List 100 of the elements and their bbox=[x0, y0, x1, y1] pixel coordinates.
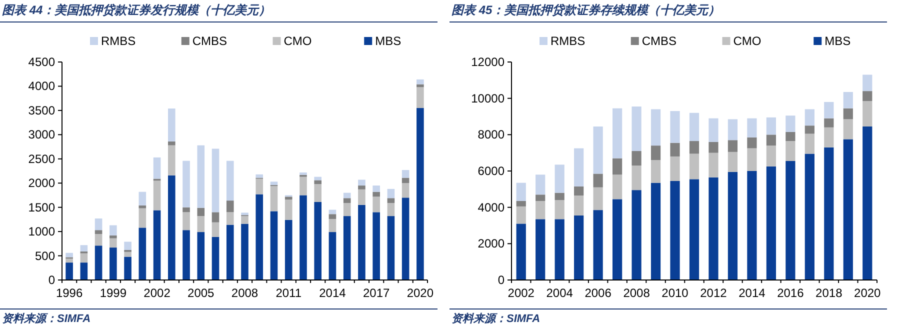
bar bbox=[66, 258, 73, 263]
bar bbox=[138, 228, 146, 280]
bar bbox=[516, 200, 526, 206]
bar bbox=[766, 117, 776, 135]
bar bbox=[689, 112, 700, 142]
bar bbox=[314, 180, 322, 184]
bar bbox=[728, 140, 738, 152]
bar bbox=[270, 186, 278, 212]
bar bbox=[804, 154, 814, 280]
bar bbox=[632, 166, 642, 190]
legend-label: CMBS bbox=[642, 34, 677, 48]
bar bbox=[300, 176, 307, 196]
bar bbox=[402, 178, 410, 184]
x-tick-label: 2008 bbox=[623, 286, 650, 300]
bar bbox=[138, 192, 146, 206]
bar bbox=[416, 108, 424, 280]
bar bbox=[593, 126, 603, 174]
x-tick-label: 2010 bbox=[662, 286, 689, 300]
bar bbox=[256, 178, 264, 194]
bar bbox=[650, 109, 661, 146]
bar bbox=[226, 224, 234, 280]
bar bbox=[708, 152, 718, 178]
bar bbox=[153, 210, 161, 280]
legend-label: CMO bbox=[284, 34, 312, 48]
bar bbox=[804, 109, 814, 126]
bar bbox=[358, 204, 366, 280]
bar bbox=[650, 160, 661, 183]
bar bbox=[689, 141, 700, 154]
bar bbox=[256, 174, 264, 178]
bar bbox=[270, 182, 278, 186]
bar bbox=[343, 192, 351, 198]
y-tick-label: 4000 bbox=[478, 200, 505, 214]
bar bbox=[168, 145, 176, 176]
bar bbox=[843, 108, 853, 120]
x-tick-label: 2011 bbox=[276, 286, 302, 300]
bar bbox=[766, 134, 776, 146]
bar bbox=[786, 141, 796, 162]
y-tick-label: 4000 bbox=[28, 79, 56, 94]
bar bbox=[670, 180, 680, 280]
bar bbox=[182, 207, 190, 212]
bar bbox=[728, 119, 738, 140]
bar bbox=[554, 164, 564, 193]
bar bbox=[168, 108, 176, 142]
bar bbox=[843, 119, 853, 140]
legend-label: MBS bbox=[824, 34, 851, 48]
bar bbox=[766, 146, 776, 166]
bar bbox=[728, 152, 738, 172]
bar bbox=[516, 224, 526, 280]
bar bbox=[632, 106, 642, 152]
chart-title: 图表 44：美国抵押贷款证券发行规模（十亿美元） bbox=[2, 3, 271, 17]
x-tick-label: 2005 bbox=[188, 286, 215, 300]
bar bbox=[284, 196, 292, 200]
legend-label: CMBS bbox=[192, 34, 228, 48]
bar bbox=[358, 189, 366, 205]
bar bbox=[670, 111, 680, 143]
legend-label: RMBS bbox=[550, 34, 586, 48]
bar bbox=[824, 118, 834, 128]
bar bbox=[536, 194, 546, 201]
bar bbox=[80, 253, 88, 263]
x-tick-label: 2006 bbox=[584, 286, 612, 300]
bar bbox=[212, 148, 220, 212]
bar bbox=[212, 212, 220, 222]
bar bbox=[536, 219, 546, 280]
bar bbox=[747, 171, 757, 280]
bar bbox=[124, 256, 132, 280]
bar bbox=[612, 158, 622, 175]
bar bbox=[197, 232, 205, 280]
bar bbox=[343, 202, 351, 216]
y-tick-label: 10000 bbox=[471, 91, 505, 106]
bar bbox=[574, 148, 584, 186]
bar bbox=[804, 126, 814, 134]
chart-title: 图表 45：美国抵押贷款证券存续规模（十亿美元） bbox=[452, 3, 720, 17]
bar bbox=[110, 238, 117, 248]
bar bbox=[728, 172, 738, 280]
y-tick-label: 3500 bbox=[28, 103, 56, 118]
bar bbox=[314, 202, 322, 280]
bar bbox=[650, 146, 661, 160]
text: 资料来源：SIMFA bbox=[2, 312, 91, 325]
y-tick-label: 0 bbox=[48, 273, 56, 287]
bar bbox=[300, 195, 307, 280]
bar bbox=[387, 216, 395, 280]
bar bbox=[197, 145, 205, 208]
bar bbox=[766, 166, 776, 280]
bar bbox=[124, 242, 132, 250]
bar bbox=[824, 102, 834, 118]
bar bbox=[862, 126, 872, 280]
bar bbox=[612, 199, 622, 280]
bar bbox=[66, 252, 73, 258]
bar bbox=[554, 200, 564, 220]
bar bbox=[516, 206, 526, 224]
x-tick-label: 2008 bbox=[231, 286, 258, 300]
bar bbox=[110, 235, 117, 238]
legend-label: MBS bbox=[375, 34, 402, 48]
bar bbox=[612, 174, 622, 200]
bar bbox=[786, 116, 796, 132]
x-tick-label: 2017 bbox=[362, 286, 390, 300]
bar bbox=[153, 157, 161, 179]
bar bbox=[270, 211, 278, 280]
legend-label: CMO bbox=[733, 34, 762, 48]
bar bbox=[80, 245, 88, 252]
